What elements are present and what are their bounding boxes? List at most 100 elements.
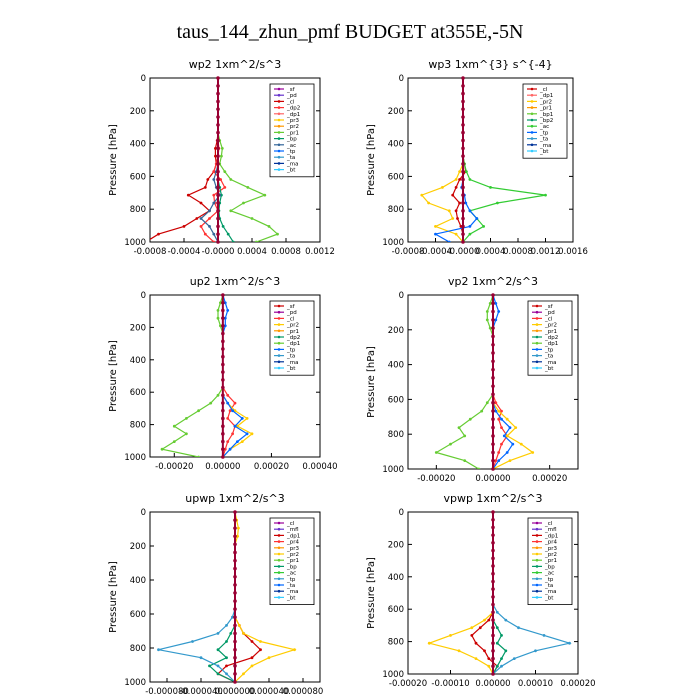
zero-line-point [221,385,225,390]
panel-title: up2 1xm^2/s^3 [190,275,281,288]
x-tick-label: 0.00000 [475,679,510,689]
y-axis-label: Pressure [hPa] [108,124,119,196]
series-line-dp1 [434,295,494,469]
series-point [223,324,227,328]
series-point [225,672,228,676]
zero-line-point [491,293,495,297]
series-point [223,447,227,451]
zero-line-point [233,599,237,603]
legend-label: _bp [544,564,555,570]
series-point [226,393,230,397]
series-line-tp [158,512,236,682]
legend-label: _ma [286,161,298,167]
series-point [208,209,211,213]
legend-marker [277,100,281,103]
y-tick-label: 200 [130,323,146,333]
legend-label: _cl [544,316,553,322]
series-point [504,618,508,622]
series-point [451,193,455,197]
zero-line-point [461,146,465,151]
series-point [480,409,484,413]
y-tick-label: 0 [141,74,146,84]
zero-line-point [491,525,495,530]
series-point [485,310,489,313]
zero-line-point [491,318,495,322]
zero-line-point [221,293,225,297]
series-point [186,193,190,197]
series-point [221,225,225,228]
series-point [454,232,458,236]
legend-label: _ta [286,354,295,360]
zero-line-point [491,533,495,537]
x-tick-label: 0.00020 [254,462,289,472]
legend-marker [535,521,539,525]
x-tick-label: -0.0004 [419,247,452,257]
series-point [458,178,461,181]
legend-label: _dp1 [286,341,300,347]
series-point [495,626,499,630]
legend-label: _cl [286,521,295,527]
series-point [468,225,472,228]
legend-label: _tp [286,149,296,155]
legend-label: _ma [544,360,556,366]
y-tick-label: 200 [130,542,146,552]
series-line-bp [208,512,236,682]
zero-line-point [491,571,495,576]
chart-panel-2: wp3 1xm^{3} s^{-4} Pressure [hPa] 0 200 400 6… [366,58,588,257]
zero-line-point [491,367,495,372]
zero-line-point [221,378,225,382]
series-point [487,664,491,668]
series-point [447,209,451,213]
legend-label: _bp2 [539,118,553,124]
y-tick-label: 600 [130,388,146,398]
series-point [495,664,499,668]
series-point [457,426,461,429]
legend-label: _ac [286,143,296,149]
zero-line-point [233,526,237,530]
zero-line-point [221,439,225,444]
zero-line-point [491,384,495,388]
plot-frame [149,294,321,458]
series-point [465,170,468,174]
series-point [505,417,509,421]
series-point [497,459,501,462]
series-point [434,451,438,454]
y-tick-label: 600 [388,172,404,182]
series-point [231,432,235,436]
legend-label: _pd [286,93,297,99]
series-point [454,178,458,181]
zero-line-point [491,458,495,463]
series-point [497,310,501,313]
y-tick-label: 400 [130,576,146,586]
series-point [233,401,237,405]
zero-line-point [233,664,237,668]
legend-marker [277,583,281,587]
x-tick-label: 0.0004 [476,247,506,257]
series-point [485,401,489,405]
series-point [197,409,201,413]
y-tick-label: 0 [141,508,146,518]
series-point [219,178,223,181]
legend-label: _pr1 [286,558,299,564]
zero-line-point [216,115,220,119]
legend-label: _ac [539,124,549,130]
series-point [474,641,478,645]
legend-marker [535,534,539,537]
zero-line-point [491,409,495,413]
legend-label: _cl [539,87,548,93]
zero-line-point [461,201,465,205]
x-tick-label: 0.0008 [503,247,533,257]
chart-panel-3: up2 1xm^2/s^3 Pressure [hPa] 0 200 400 600 800… [108,275,338,472]
zero-line-point [221,447,225,452]
zero-line-point [216,123,220,127]
legend-label: _ac [544,571,554,577]
x-tick-label: -0.000080 [145,687,189,697]
series-point [494,302,498,305]
legend-marker [277,527,281,531]
legend-marker [277,546,281,550]
legend-label: _sf [544,304,554,310]
series-point [259,648,262,652]
x-tick-label: 0.00020 [532,474,567,484]
x-tick-label: 0.00010 [518,679,553,689]
legend-box [269,517,315,605]
